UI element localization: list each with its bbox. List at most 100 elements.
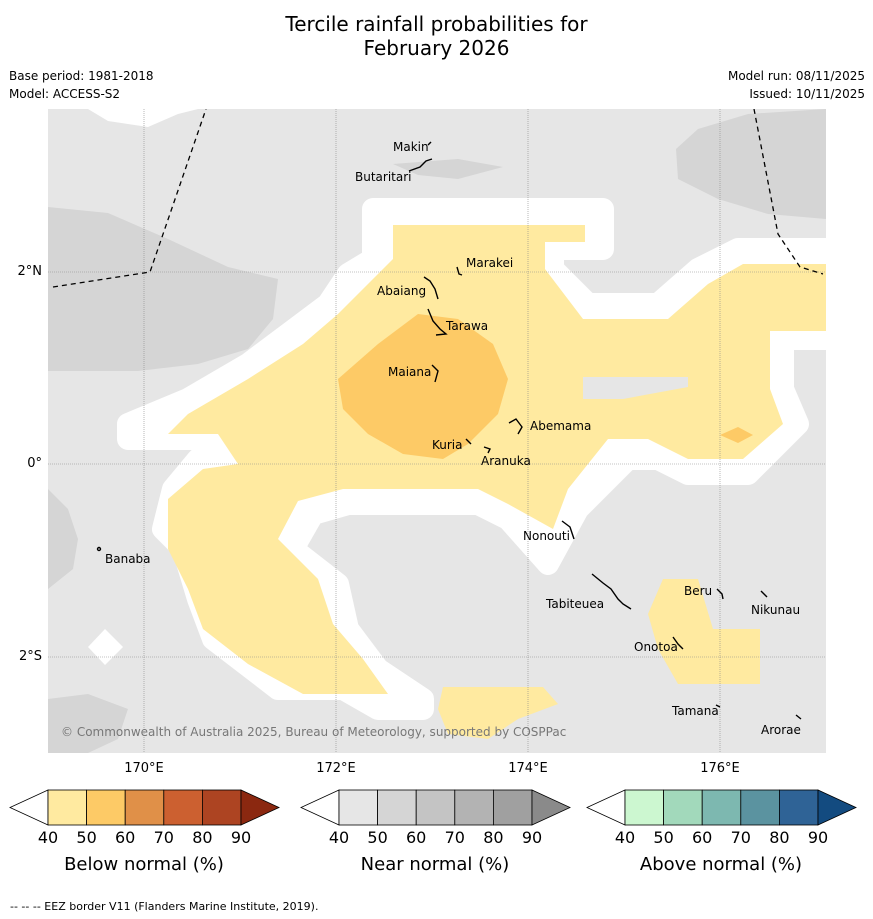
abemama-atoll xyxy=(508,418,523,435)
above-colorbar-segment xyxy=(701,789,742,826)
near-colorbar-tick: 40 xyxy=(328,828,350,847)
makin-atoll xyxy=(427,141,432,146)
model-name: Model: ACCESS-S2 xyxy=(9,87,121,101)
colorbar-near-label: Near normal (%) xyxy=(360,854,510,875)
label-tabiteuea: Tabiteuea xyxy=(545,597,604,611)
lon-label-174e: 174°E xyxy=(508,761,548,776)
eez-border xyxy=(52,109,824,288)
graticule xyxy=(48,109,826,753)
below-colorbar-high-extension xyxy=(240,789,280,826)
maiana-atoll xyxy=(431,364,439,383)
near-colorbar-tick: 50 xyxy=(367,828,388,847)
above-colorbar-segment xyxy=(779,789,819,826)
tabiteuea-atoll xyxy=(591,573,632,610)
label-tarawa: Tarawa xyxy=(445,319,488,333)
below-colorbar-tick: 50 xyxy=(76,828,97,847)
issued-date: Issued: 10/11/2025 xyxy=(749,87,865,101)
colorbar-below-normal xyxy=(9,789,280,826)
below-colorbar-tick: 60 xyxy=(115,828,136,847)
label-abaiang: Abaiang xyxy=(377,284,426,298)
label-arorae: Arorae xyxy=(761,723,801,737)
tamana-atoll xyxy=(715,704,721,708)
near-normal-50-patch-southwest xyxy=(48,489,78,589)
label-tamana: Tamana xyxy=(671,704,719,718)
map-svg: Makin Butaritari Marakei Abaiang Tarawa … xyxy=(48,109,826,753)
colorbar-above-normal xyxy=(586,789,857,826)
lon-label-172e: 172°E xyxy=(316,761,356,776)
below-normal-50-patch-east xyxy=(720,427,753,443)
model-run: Model run: 08/11/2025 xyxy=(727,69,865,83)
below-normal-40-area xyxy=(168,225,826,694)
near-colorbar-tick: 80 xyxy=(483,828,504,847)
below-colorbar-segment xyxy=(124,789,165,826)
above-colorbar-high-extension xyxy=(817,789,857,826)
label-kuria: Kuria xyxy=(432,438,463,452)
above-colorbar-tick: 40 xyxy=(614,828,636,847)
near-colorbar-segment xyxy=(454,789,494,826)
above-colorbar-low-extension xyxy=(586,789,626,826)
below-colorbar-segment xyxy=(86,789,126,826)
near-normal-50-patch-west xyxy=(48,207,278,371)
above-colorbar-tick: 50 xyxy=(653,828,674,847)
near-colorbar-tick: 70 xyxy=(444,828,465,847)
below-colorbar-low-extension xyxy=(9,789,49,826)
title-line-2: February 2026 xyxy=(363,36,510,60)
colorbar-below-label: Below normal (%) xyxy=(64,854,224,875)
aranuka-atoll xyxy=(483,446,491,454)
near-colorbar-segment xyxy=(338,789,378,826)
above-colorbar-segment xyxy=(740,789,780,826)
arorae-atoll xyxy=(795,714,802,720)
above-colorbar-tick: 80 xyxy=(769,828,790,847)
eez-border-east xyxy=(753,109,824,275)
kuria-atoll xyxy=(465,438,472,445)
lon-label-170e: 170°E xyxy=(124,761,164,776)
below-normal-40-patch-southeast xyxy=(648,579,760,684)
below-colorbar-tick: 80 xyxy=(192,828,213,847)
colorbars-svg xyxy=(9,789,857,826)
base-period: Base period: 1981-2018 xyxy=(9,69,154,83)
below-colorbar-tick: 90 xyxy=(230,828,252,847)
near-colorbar-tick: 60 xyxy=(406,828,427,847)
above-colorbar-segment xyxy=(624,789,664,826)
near-colorbar-segment xyxy=(377,789,417,826)
label-makin: Makin xyxy=(393,140,429,154)
label-maiana: Maiana xyxy=(388,365,431,379)
label-onotoa: Onotoa xyxy=(634,640,678,654)
lat-label-2n: 2°N xyxy=(17,264,43,279)
below-colorbar-segment xyxy=(47,789,87,826)
near-normal-hole xyxy=(583,377,688,399)
island-outlines xyxy=(96,141,802,720)
copyright-text: © Commonwealth of Australia 2025, Bureau… xyxy=(61,725,566,739)
below-colorbar-segment xyxy=(163,789,203,826)
island-labels: Makin Butaritari Marakei Abaiang Tarawa … xyxy=(105,140,801,737)
below-colorbar-segment xyxy=(201,789,242,826)
label-marakei: Marakei xyxy=(466,256,513,270)
tarawa-atoll xyxy=(427,308,448,336)
white-patch-top xyxy=(48,109,198,127)
colorbar-above-label: Above normal (%) xyxy=(639,854,803,875)
title-line-1: Tercile rainfall probabilities for xyxy=(285,12,588,36)
label-butaritari: Butaritari xyxy=(355,170,412,184)
near-colorbar-low-extension xyxy=(300,789,340,826)
label-banaba: Banaba xyxy=(105,552,151,566)
above-colorbar-tick: 60 xyxy=(692,828,713,847)
below-colorbar-tick: 40 xyxy=(37,828,59,847)
label-aranuka: Aranuka xyxy=(481,454,531,468)
white-diamond xyxy=(88,629,123,665)
below-colorbar-tick: 70 xyxy=(153,828,174,847)
near-normal-50-patch-butaritari xyxy=(393,159,503,179)
near-colorbar-segment xyxy=(415,789,456,826)
colorbar-near-normal xyxy=(300,789,571,826)
above-colorbar-segment xyxy=(663,789,703,826)
nonouti-atoll xyxy=(561,520,575,540)
butaritari-atoll xyxy=(408,158,433,172)
nikunau-atoll xyxy=(760,590,768,598)
near-colorbar-segment xyxy=(492,789,533,826)
label-abemama: Abemama xyxy=(530,419,591,433)
beru-atoll xyxy=(716,588,724,600)
lon-label-176e: 176°E xyxy=(700,761,740,776)
label-nikunau: Nikunau xyxy=(751,603,800,617)
lat-label-0: 0° xyxy=(27,456,42,471)
near-colorbar-tick: 90 xyxy=(521,828,543,847)
near-normal-50-patch-northeast xyxy=(676,109,826,219)
